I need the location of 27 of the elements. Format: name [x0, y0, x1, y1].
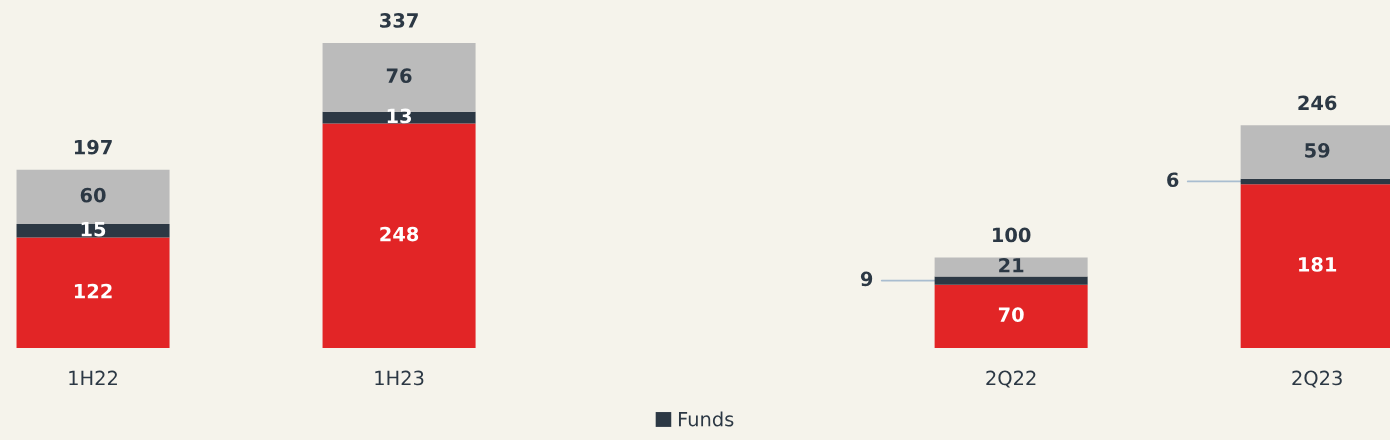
x-tick-label: 1H22	[69, 370, 117, 385]
data-label: 15	[81, 221, 106, 237]
total-label: 100	[993, 227, 1031, 243]
x-tick-label: 1H23	[375, 370, 424, 386]
legend-label: Funds	[678, 411, 734, 427]
data-label: 70	[998, 307, 1024, 322]
x-tick-label: 2Q23	[1292, 370, 1342, 388]
bar	[934, 284, 1088, 348]
data-label: 248	[380, 226, 419, 242]
bar	[322, 123, 476, 348]
data-label: 13	[387, 108, 412, 124]
data-label: 76	[386, 68, 412, 84]
total-label: 337	[380, 13, 418, 28]
annotation: 9	[860, 271, 873, 287]
annotation: 6	[1167, 172, 1179, 188]
total-label: 246	[1298, 95, 1337, 111]
data-label: 21	[999, 257, 1024, 273]
x-tick-label: 2Q22	[986, 370, 1036, 388]
bar	[16, 237, 170, 348]
bar	[16, 224, 170, 238]
bar	[934, 276, 1088, 285]
data-label: 122	[74, 283, 112, 299]
data-label: 59	[1305, 143, 1330, 158]
data-label: 60	[80, 187, 106, 203]
total-label: 197	[74, 139, 112, 155]
data-label: 181	[1299, 257, 1337, 272]
bar	[934, 257, 1088, 277]
